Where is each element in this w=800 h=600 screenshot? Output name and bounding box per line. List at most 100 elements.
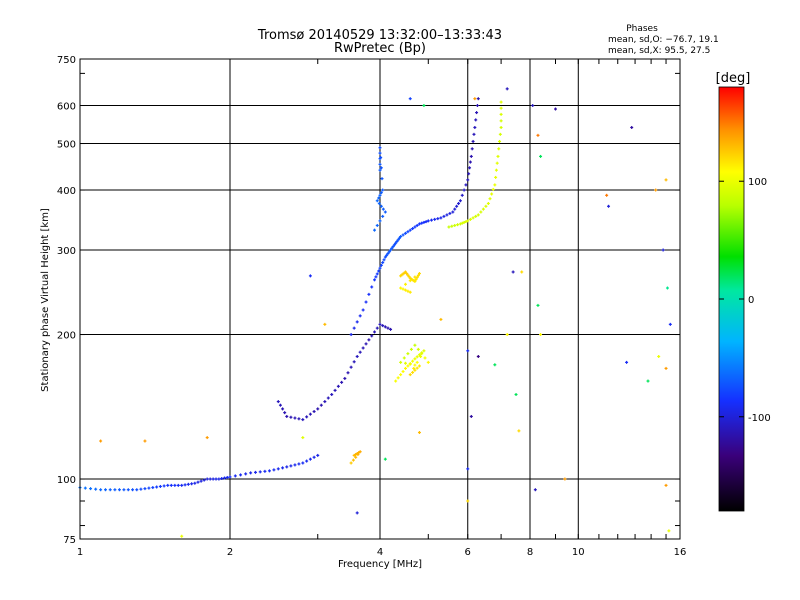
data-point <box>394 241 398 245</box>
data-point <box>497 147 501 151</box>
data-point <box>180 483 184 487</box>
stats-o-line: mean, sd,O: −76.7, 19.1 <box>608 35 719 45</box>
data-point <box>455 204 459 208</box>
data-point <box>664 483 668 487</box>
data-point <box>308 457 312 461</box>
data-point <box>536 133 540 137</box>
data-point <box>664 366 668 370</box>
data-point <box>378 266 382 270</box>
data-point <box>283 411 287 415</box>
data-point <box>214 477 218 481</box>
data-point <box>531 104 535 108</box>
data-point <box>336 384 340 388</box>
data-point <box>343 376 347 380</box>
data-point <box>162 484 166 488</box>
data-point <box>305 459 309 463</box>
stats-x-line: mean, sd,X: 95.5, 27.5 <box>608 46 710 56</box>
ticks-layer: 1 2 4 6 8 10 16 75 100 200 300 400 500 600 750 <box>57 55 686 558</box>
chart-title: Tromsø 20140529 13:32:00–13:33:43 <box>257 28 502 43</box>
data-point <box>403 282 407 286</box>
data-point <box>370 334 374 338</box>
chart-subtitle: RwPretec (Bp) <box>334 41 426 56</box>
data-point <box>408 290 412 294</box>
data-point <box>155 485 159 489</box>
x-tick-label: 16 <box>674 547 687 558</box>
data-point <box>476 97 480 101</box>
data-point <box>379 166 383 170</box>
data-point <box>411 370 415 374</box>
data-point <box>473 125 477 129</box>
data-point <box>354 455 358 459</box>
data-point <box>399 360 403 364</box>
data-point <box>151 486 155 490</box>
data-point <box>308 412 312 416</box>
colorbar-ticks: -100 0 100 <box>719 177 771 424</box>
data-point <box>358 350 362 354</box>
data-point <box>205 477 209 481</box>
data-point <box>496 154 500 158</box>
data-point <box>323 322 327 326</box>
data-point <box>539 154 543 158</box>
data-point <box>415 366 419 370</box>
data-point <box>413 343 417 347</box>
data-point <box>379 204 383 208</box>
data-point <box>392 243 396 247</box>
x-tick-label: 2 <box>227 547 233 558</box>
data-point <box>326 396 330 400</box>
data-point <box>383 325 387 329</box>
data-point <box>484 204 488 208</box>
data-point <box>511 270 515 274</box>
data-point <box>387 250 391 254</box>
grid-layer <box>80 59 680 539</box>
y-tick-label: 300 <box>57 246 76 257</box>
data-point <box>406 364 410 368</box>
data-point <box>308 274 312 278</box>
data-point <box>424 220 428 224</box>
data-point <box>466 219 470 223</box>
data-point <box>457 201 461 205</box>
data-point <box>499 100 503 104</box>
data-point <box>349 461 353 465</box>
data-point <box>462 188 466 192</box>
data-point <box>417 272 421 276</box>
data-point <box>401 233 405 237</box>
data-point <box>420 221 424 225</box>
data-point <box>499 106 503 110</box>
data-point <box>476 213 480 217</box>
data-point <box>377 269 381 273</box>
data-point <box>470 147 474 151</box>
data-point <box>654 188 658 192</box>
data-point <box>361 346 365 350</box>
data-point <box>453 207 457 211</box>
data-point <box>493 183 497 187</box>
y-tick-label: 200 <box>57 331 76 342</box>
x-tick-label: 8 <box>527 547 533 558</box>
data-point <box>408 373 412 377</box>
data-point <box>498 132 502 136</box>
data-point <box>301 461 305 465</box>
data-point <box>466 499 470 503</box>
data-point <box>474 118 478 122</box>
data-point <box>413 363 417 367</box>
data-point <box>301 418 305 422</box>
data-point <box>447 225 451 229</box>
data-point <box>397 236 401 240</box>
data-point <box>99 488 103 492</box>
data-point <box>412 366 416 370</box>
data-point <box>460 193 464 197</box>
data-point <box>196 480 200 484</box>
data-point <box>471 139 475 143</box>
data-point <box>661 248 665 252</box>
data-point <box>383 457 387 461</box>
data-point <box>381 207 385 211</box>
data-point <box>668 322 672 326</box>
data-point <box>417 353 421 357</box>
data-point <box>202 478 206 482</box>
data-point <box>357 451 361 455</box>
data-point <box>278 403 282 407</box>
data-point <box>467 172 471 176</box>
data-point <box>415 355 419 359</box>
data-point <box>122 488 126 492</box>
data-point <box>379 263 383 267</box>
data-point <box>173 483 177 487</box>
